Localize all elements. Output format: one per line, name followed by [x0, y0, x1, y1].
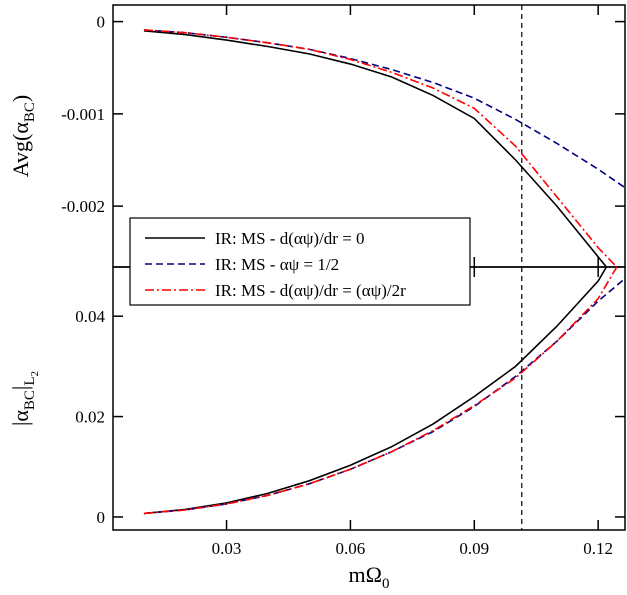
series-line — [143, 277, 626, 515]
y-axis-label-part: 2 — [29, 371, 41, 377]
series-line — [143, 266, 608, 515]
series-line — [143, 266, 618, 515]
y-axis-label: Avg(αBC) — [8, 95, 38, 177]
y-tick-label: 0 — [97, 508, 106, 527]
series-line — [143, 29, 626, 189]
y-axis-label-part: BC — [22, 390, 38, 410]
series-line — [143, 30, 608, 268]
y-tick-label: 0.04 — [75, 307, 105, 326]
y-tick-label: -0.001 — [61, 105, 105, 124]
y-tick-label: -0.002 — [61, 197, 105, 216]
legend-label: IR: MS - d(αψ)/dr = 0 — [215, 229, 365, 248]
y-tick-label: 0.02 — [75, 408, 105, 427]
y-tick-label: 0 — [97, 13, 106, 32]
legend-label: IR: MS - αψ = 1/2 — [215, 255, 339, 274]
y-axis-label-part: |α — [8, 410, 33, 426]
x-axis-label-part: 0 — [382, 576, 390, 592]
plot-frame — [112, 266, 626, 531]
x-axis-label: mΩ0 — [349, 562, 390, 592]
y-axis-label-part: ) — [8, 95, 33, 102]
x-tick-label: 0.09 — [459, 539, 489, 558]
series-line — [143, 29, 618, 268]
y-axis-label-part: | — [8, 386, 33, 390]
legend-label: IR: MS - d(αψ)/dr = (αψ)/2r — [215, 281, 406, 300]
y-axis-label-part: Avg(α — [8, 122, 33, 178]
x-axis-label-part: mΩ — [349, 562, 382, 587]
y-axis-label-part: L — [22, 376, 38, 385]
y-axis-label: |αBC|L2 — [8, 371, 41, 426]
x-tick-label: 0.12 — [583, 539, 613, 558]
x-tick-label: 0.03 — [212, 539, 242, 558]
y-axis-label-part: BC — [22, 102, 38, 122]
x-tick-label: 0.06 — [336, 539, 366, 558]
